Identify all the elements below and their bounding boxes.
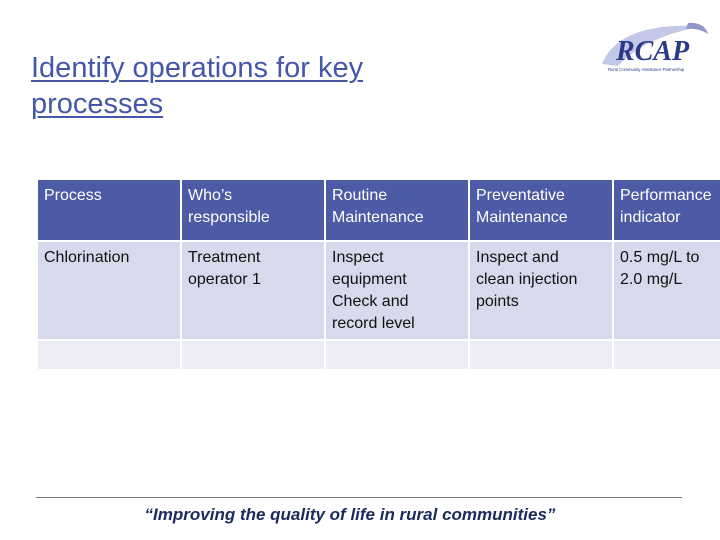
cell-text: 0.5 mg/L to [620,249,700,266]
cell-text: Inspect and [476,249,559,266]
cell-text: Maintenance [332,209,424,226]
table-cell: Preventative Maintenance [468,178,614,242]
table-cell: Inspect and clean injection points [468,240,614,341]
cell-text: Check and [332,293,409,310]
rcap-logo: RCAP Rural Community Assistance Partners… [602,22,708,72]
table-row: Chlorination Treatment operator 1 Inspect eq… [36,240,720,341]
table-cell: Inspect equipment Check and record level [324,240,470,341]
table-cell: Chlorination [36,240,182,341]
cell-text: points [476,293,519,310]
cell-text: clean injection [476,271,578,288]
cell-text: Chlorination [44,249,130,266]
table-cell: Treatment operator 1 [180,240,326,341]
cell-text: operator 1 [188,271,261,288]
table-row [36,339,720,371]
cell-text: Process [44,187,102,204]
table-cell [36,339,182,371]
table-cell [612,339,720,371]
slide-title: Identify operations for key processes [31,52,364,120]
table-cell [180,339,326,371]
table-cell: Process [36,178,182,242]
operations-table: Process Who’s responsible Routine Maintenanc… [36,178,720,371]
cell-text: 2.0 mg/L [620,271,683,288]
cell-text: Inspect [332,249,384,266]
cell-text: Performance [620,187,712,204]
cell-text: indicator [620,209,681,226]
cell-text: Who’s [188,187,233,204]
cell-text: Routine [332,187,388,204]
footer-divider [36,497,682,498]
logo-subtext: Rural Community Assistance Partnership [608,67,685,72]
table-cell: Performance indicator [612,178,720,242]
logo-swoosh [602,25,704,66]
cell-text: equipment [332,271,407,288]
footer-tagline: “Improving the quality of life in rural … [144,505,556,524]
table-cell: Routine Maintenance [324,178,470,242]
cell-text: record level [332,315,415,332]
table-cell: Who’s responsible [180,178,326,242]
table-header-row: Process Who’s responsible Routine Maintenanc… [36,178,720,242]
cell-text: Treatment [188,249,261,266]
cell-text: Preventative [476,187,565,204]
table-cell [324,339,470,371]
cell-text: Maintenance [476,209,568,226]
table-cell: 0.5 mg/L to 2.0 mg/L [612,240,720,341]
cell-text: responsible [188,209,270,226]
logo-text: RCAP [615,36,690,67]
table-cell [468,339,614,371]
